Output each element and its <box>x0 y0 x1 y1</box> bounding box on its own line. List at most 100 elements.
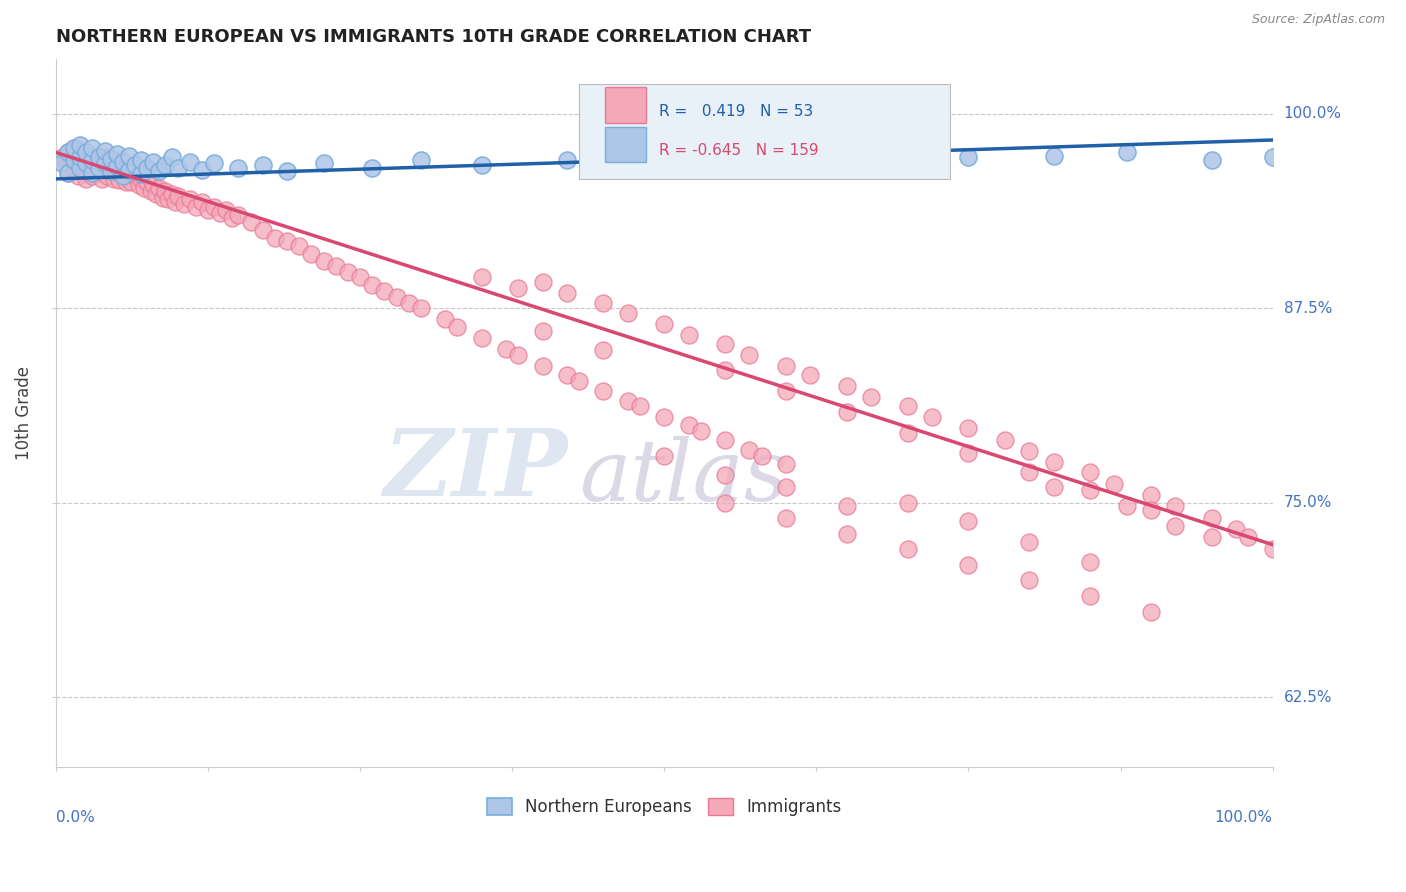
Point <box>592 343 614 358</box>
Point <box>264 231 287 245</box>
Point <box>957 150 980 164</box>
Legend: Northern Europeans, Immigrants: Northern Europeans, Immigrants <box>479 791 849 822</box>
Point <box>872 153 894 168</box>
Point <box>714 337 737 351</box>
Point <box>957 421 980 435</box>
Point <box>1140 605 1163 619</box>
Text: 0.0%: 0.0% <box>56 810 94 825</box>
Point <box>160 187 183 202</box>
Point <box>166 189 188 203</box>
Point <box>69 161 91 175</box>
Point <box>82 169 104 183</box>
Point <box>118 162 141 177</box>
Point <box>617 306 640 320</box>
Text: ZIP: ZIP <box>382 425 567 515</box>
Point <box>165 195 187 210</box>
Point <box>301 246 323 260</box>
Point <box>145 187 167 202</box>
Point <box>252 158 274 172</box>
Point <box>471 269 494 284</box>
Point <box>82 141 104 155</box>
Point <box>361 277 384 292</box>
Point <box>120 175 142 189</box>
Point <box>835 379 858 393</box>
Text: R =   0.419   N = 53: R = 0.419 N = 53 <box>659 103 814 119</box>
Point <box>398 296 420 310</box>
Point <box>1261 150 1284 164</box>
Point <box>1018 534 1040 549</box>
Point <box>531 325 554 339</box>
Point <box>118 166 141 180</box>
Point <box>1018 574 1040 588</box>
Point <box>531 359 554 373</box>
Point <box>100 160 122 174</box>
Point <box>312 254 335 268</box>
Point <box>202 200 225 214</box>
Point <box>63 153 86 168</box>
Point <box>105 147 128 161</box>
Point <box>835 526 858 541</box>
Point <box>897 425 920 440</box>
Point <box>957 514 980 528</box>
Point <box>191 162 214 177</box>
Point <box>100 152 122 166</box>
Point <box>288 239 311 253</box>
Point <box>124 169 146 183</box>
Point <box>325 259 347 273</box>
FancyBboxPatch shape <box>605 127 645 162</box>
Point <box>312 156 335 170</box>
Point <box>148 181 170 195</box>
Point <box>1104 477 1126 491</box>
Point <box>1078 555 1101 569</box>
Point <box>124 158 146 172</box>
Point <box>56 166 79 180</box>
Text: Source: ZipAtlas.com: Source: ZipAtlas.com <box>1251 13 1385 27</box>
Point <box>775 480 797 494</box>
Point <box>83 158 105 172</box>
Point <box>1201 153 1223 168</box>
Point <box>1115 499 1137 513</box>
Point <box>221 211 243 225</box>
Point <box>197 202 219 217</box>
Point <box>115 175 138 189</box>
Point <box>568 374 591 388</box>
Point <box>409 153 432 168</box>
Point <box>1201 511 1223 525</box>
FancyBboxPatch shape <box>579 84 950 179</box>
Point <box>91 172 114 186</box>
Point <box>678 327 700 342</box>
Point <box>957 558 980 572</box>
Point <box>775 457 797 471</box>
Point <box>87 150 110 164</box>
Point <box>276 164 298 178</box>
Y-axis label: 10th Grade: 10th Grade <box>15 366 32 460</box>
Point <box>738 348 761 362</box>
Point <box>897 496 920 510</box>
Point <box>336 265 359 279</box>
Point <box>93 156 115 170</box>
Point <box>166 161 188 175</box>
Point <box>184 200 207 214</box>
Point <box>652 449 675 463</box>
Point <box>835 499 858 513</box>
Point <box>652 317 675 331</box>
Point <box>1078 589 1101 603</box>
Point <box>155 185 177 199</box>
Point <box>751 449 773 463</box>
Point <box>860 390 883 404</box>
Point <box>1140 503 1163 517</box>
Point <box>775 511 797 525</box>
Point <box>191 195 214 210</box>
Point <box>108 173 131 187</box>
Text: 100.0%: 100.0% <box>1215 810 1272 825</box>
Point <box>55 156 77 170</box>
Point <box>652 410 675 425</box>
Point <box>129 167 152 181</box>
Point <box>446 319 468 334</box>
Point <box>155 158 177 172</box>
Point <box>714 434 737 448</box>
Point <box>994 434 1017 448</box>
Point <box>1115 145 1137 160</box>
Point <box>714 467 737 482</box>
Point <box>1018 444 1040 458</box>
